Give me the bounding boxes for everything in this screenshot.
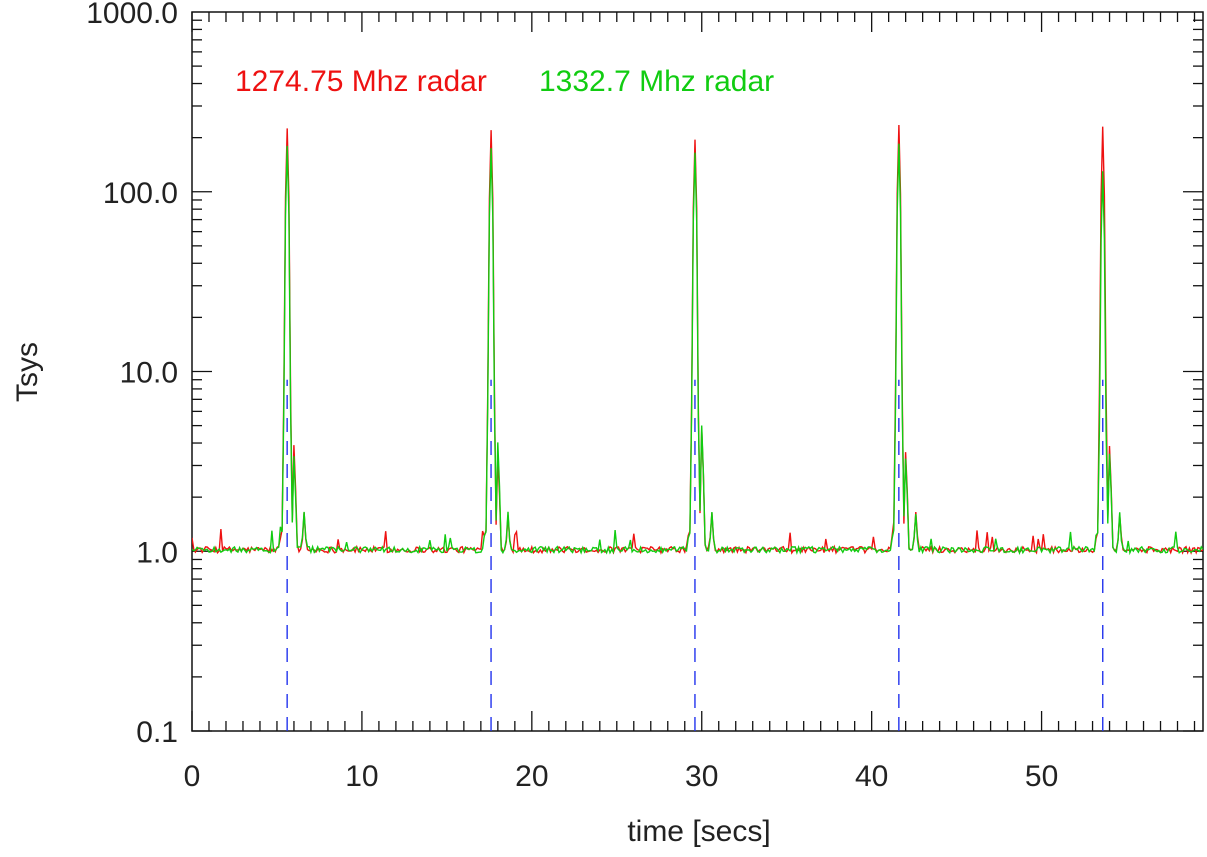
legend: 1274.75 Mhz radar 1332.7 Mhz radar xyxy=(235,65,774,98)
x-tick-label: 20 xyxy=(515,760,548,793)
series-line-2 xyxy=(192,143,1203,556)
x-tick-label: 30 xyxy=(685,760,718,793)
x-tick-label: 40 xyxy=(855,760,888,793)
x-tick-label: 10 xyxy=(345,760,378,793)
y-tick-label: 1.0 xyxy=(136,536,178,569)
y-tick-label: 100.0 xyxy=(103,177,178,210)
y-tick-label: 10.0 xyxy=(120,357,178,390)
legend-series-1: 1274.75 Mhz radar xyxy=(235,65,487,98)
y-tick-label: 1000.0 xyxy=(86,0,178,30)
x-axis-title: time [secs] xyxy=(627,815,770,848)
x-tick-label: 50 xyxy=(1025,760,1058,793)
plot-area: 0 10 20 30 40 50 0.1 1.0 10.0 100.0 1000.0 xyxy=(86,0,1204,793)
legend-series-2: 1332.7 Mhz radar xyxy=(539,65,774,98)
x-tick-label: 0 xyxy=(184,760,201,793)
y-axis-title: Tsys xyxy=(11,342,44,402)
y-tick-label: 0.1 xyxy=(136,716,178,749)
